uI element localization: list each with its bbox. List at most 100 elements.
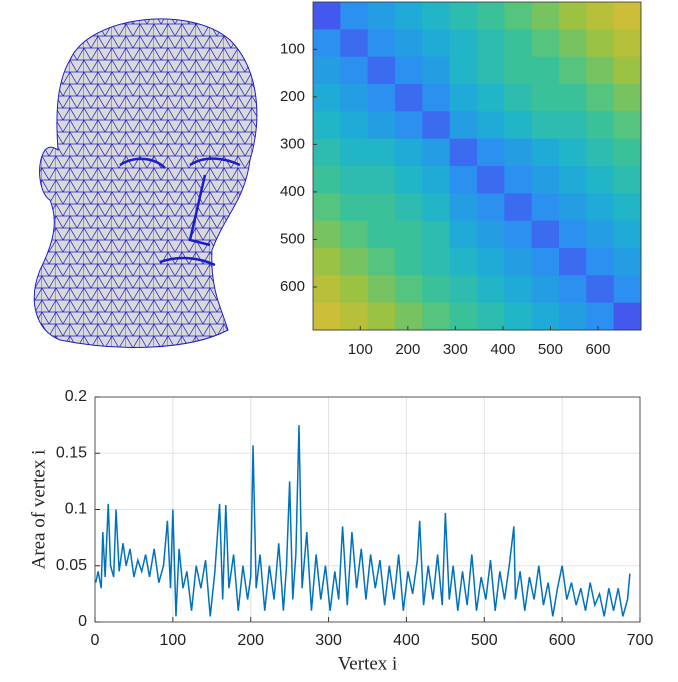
heat-cell [340,193,369,222]
heat-cell [395,111,423,140]
heat-cell [422,166,451,194]
y-tick-label: 0.15 [56,444,87,461]
heat-cell [586,84,615,112]
heat-cell [477,275,505,304]
heat-cell [367,220,396,249]
heat-cell [313,275,341,304]
heat-cell [340,84,369,112]
heat-cell [504,2,533,30]
heat-cell [613,220,642,249]
heat-cell [477,193,505,222]
heat-cell [504,275,533,304]
head-mesh [33,18,258,348]
heat-cell [531,193,560,222]
heat-cell [559,275,587,304]
heat-cell [340,29,369,58]
heat-cell [531,138,560,167]
heat-cell [395,166,423,194]
heat-cell [531,2,560,30]
heat-cell [477,220,505,249]
heat-cell [313,84,341,112]
heat-cell [422,29,451,58]
heat-cell [367,2,396,30]
heat-cell [449,56,478,85]
heat-cell [340,56,369,85]
heat-cell [586,111,615,140]
y-tick-label: 400 [280,183,305,200]
line-plot: 0 100 200 300 400 500 600 700 0 0.05 0.1 0.15 0.2 Ver… [28,388,653,674]
y-tick-label: 500 [280,230,305,247]
heat-cell [313,248,341,276]
heat-cell [559,29,587,58]
heat-cell [367,193,396,222]
heat-cell [477,29,505,58]
heat-cell [340,302,369,331]
heat-cell [367,138,396,167]
heat-cell [340,2,369,30]
heat-cell [531,111,560,140]
heat-cell [449,220,478,249]
heat-cell [449,248,478,276]
heat-cell [504,248,533,276]
x-tick-label: 100 [160,632,187,649]
y-tick-label: 600 [280,278,305,295]
heat-cell [395,84,423,112]
heat-cell [422,275,451,304]
heat-cell [531,166,560,194]
heat-cell [586,138,615,167]
heat-cell [313,166,341,194]
y-axis-label: Area of vertex i [28,450,49,570]
heat-cell [449,302,478,331]
heat-cell [422,302,451,331]
heat-cell [422,2,451,30]
heat-cell [531,84,560,112]
x-tick-label: 200 [395,341,420,358]
heat-cell [367,302,396,331]
heat-cell [340,220,369,249]
x-tick-label: 200 [237,632,264,649]
heat-cell [449,193,478,222]
heat-cell [613,166,642,194]
heat-cell [586,29,615,58]
heat-cell [559,138,587,167]
heat-cell [559,302,587,331]
heat-cell [531,220,560,249]
heat-cell [395,56,423,85]
heat-cell [613,29,642,58]
heat-cell [449,2,478,30]
heat-cell [477,302,505,331]
heat-cell [504,56,533,85]
heat-cell [504,138,533,167]
heat-cell [586,2,615,30]
data-line [95,425,631,617]
x-tick-label: 400 [490,341,515,358]
y-tick-label: 200 [280,88,305,105]
heat-cell [340,248,369,276]
heat-cell [477,84,505,112]
y-tick-label: 0.05 [56,557,87,574]
heat-cell [504,29,533,58]
x-tick-label: 300 [443,341,468,358]
heat-cell [340,111,369,140]
heat-cell [477,248,505,276]
heat-cell [586,166,615,194]
x-tick-label: 500 [538,341,563,358]
heat-cell [449,138,478,167]
heat-cell [613,302,642,331]
heat-cell [613,56,642,85]
heat-cell [340,275,369,304]
heat-cell [613,111,642,140]
heat-cell [504,220,533,249]
heat-cell [313,220,341,249]
heat-cell [559,220,587,249]
heat-cell [422,220,451,249]
heat-cell [395,193,423,222]
heat-cell [395,138,423,167]
heat-cell [613,193,642,222]
x-tick-label: 600 [549,632,576,649]
heat-cell [395,248,423,276]
heat-cell [367,56,396,85]
heat-cell [313,138,341,167]
heat-cell [477,111,505,140]
x-tick-label: 300 [315,632,342,649]
